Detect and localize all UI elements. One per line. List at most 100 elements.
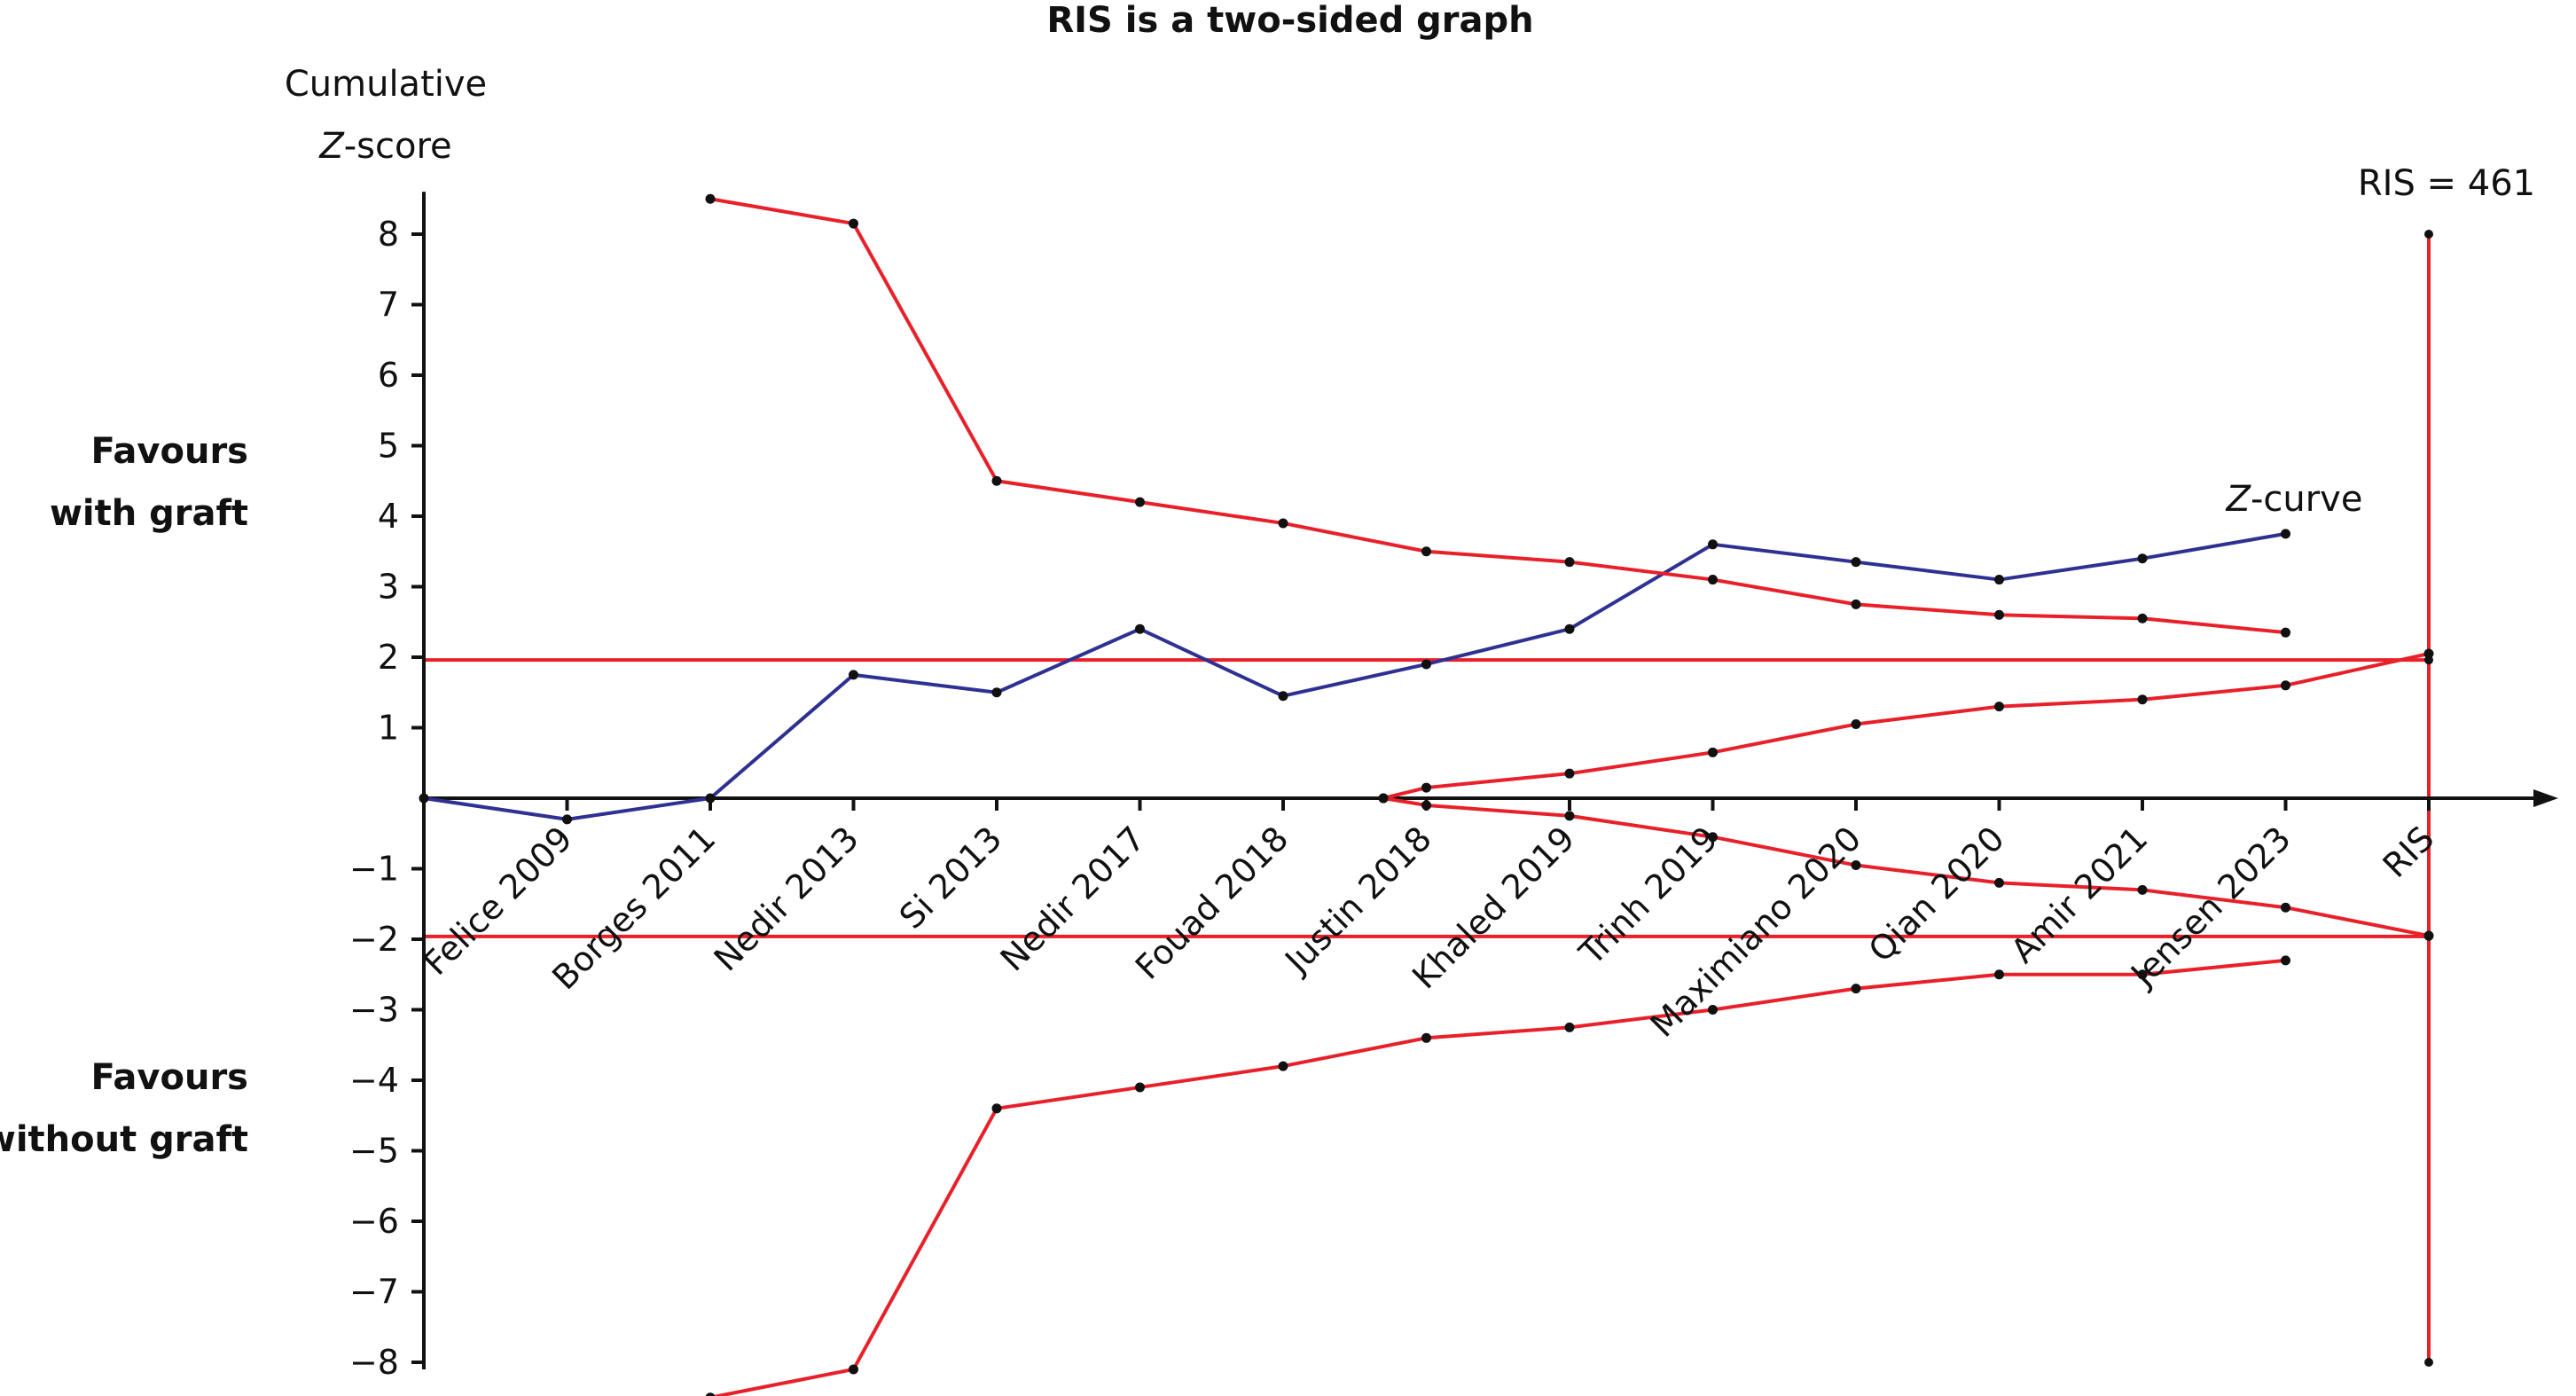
point-lower_monitoring-11 bbox=[2281, 955, 2290, 966]
series-line-upper_futility bbox=[1382, 652, 2430, 800]
y-tick-label-10: −3 bbox=[349, 991, 399, 1030]
point-zcurve-9 bbox=[1708, 539, 1718, 550]
point-lower_futility-3 bbox=[1708, 832, 1718, 843]
series-upper_monitoring bbox=[705, 193, 2290, 638]
favours-without-graft-line2: without graft bbox=[0, 1119, 248, 1160]
point-upper_monitoring-11 bbox=[2281, 627, 2290, 638]
x-tick-label-4: Nedir 2017 bbox=[993, 819, 1153, 978]
point-zcurve-0 bbox=[419, 793, 429, 804]
point-upper_futility-5 bbox=[1994, 702, 2004, 712]
point-zcurve-7 bbox=[1421, 659, 1431, 670]
y-tick-label-9: −2 bbox=[349, 920, 399, 959]
series-lower_monitoring bbox=[705, 955, 2290, 1396]
y-tick-label-6: 2 bbox=[378, 638, 399, 677]
point-upper_monitoring-9 bbox=[1994, 609, 2004, 620]
x-axis-arrowhead bbox=[2533, 789, 2558, 807]
x-tick-label-8: Trinh 2019 bbox=[1571, 819, 1726, 973]
point-zcurve-11 bbox=[1994, 575, 2004, 585]
point-zcurve-10 bbox=[1851, 557, 1861, 568]
point-lower_futility-5 bbox=[1994, 877, 2004, 888]
point-upper_monitoring-3 bbox=[1135, 497, 1145, 507]
point-lower_monitoring-4 bbox=[1278, 1061, 1288, 1071]
y-tick-label-1: 7 bbox=[378, 286, 399, 325]
point-upper_futility-7 bbox=[2281, 680, 2290, 691]
chart-title: RIS is a two-sided graph bbox=[1046, 0, 1533, 41]
favours-without-graft-line1: Favours bbox=[90, 1057, 248, 1098]
y-tick-label-12: −5 bbox=[349, 1132, 399, 1171]
point-upper_monitoring-10 bbox=[2137, 613, 2148, 623]
point-upper_futility-4 bbox=[1851, 719, 1861, 730]
x-tick-label-2: Nedir 2013 bbox=[707, 819, 866, 978]
z-curve-label-z: Z bbox=[2226, 479, 2252, 520]
point-upper_monitoring-5 bbox=[1421, 546, 1431, 557]
point-lower_futility-0 bbox=[1378, 793, 1389, 804]
point-upper_monitoring-1 bbox=[849, 218, 858, 229]
point-lower_futility-7 bbox=[2281, 902, 2290, 913]
point-lower_futility-1 bbox=[1421, 800, 1431, 811]
point-lower_monitoring-10 bbox=[2137, 969, 2148, 980]
favours-with-graft-line1: Favours bbox=[90, 431, 248, 472]
x-tick-label-11: Amir 2021 bbox=[2003, 819, 2155, 970]
x-tick-label-3: Si 2013 bbox=[892, 819, 1010, 937]
ris-line-point-0 bbox=[2424, 230, 2433, 239]
y-tick-label-4: 4 bbox=[378, 497, 399, 536]
point-upper_futility-2 bbox=[1564, 768, 1575, 779]
point-zcurve-6 bbox=[1278, 691, 1288, 702]
ris-annotation: RIS = 461 bbox=[2358, 163, 2535, 204]
point-zcurve-12 bbox=[2137, 553, 2148, 564]
y-axis-label-line2: Z-score bbox=[318, 126, 451, 167]
x-tick-label-10: Qian 2020 bbox=[1861, 819, 2012, 969]
x-tick-label-5: Fouad 2018 bbox=[1128, 819, 1296, 987]
point-upper_monitoring-4 bbox=[1278, 518, 1288, 529]
point-lower_monitoring-0 bbox=[705, 1392, 716, 1396]
series-line-zcurve bbox=[423, 531, 2286, 821]
point-lower_monitoring-8 bbox=[1851, 984, 1861, 994]
y-axis-label-z: Z bbox=[318, 126, 345, 167]
point-upper_futility-1 bbox=[1421, 782, 1431, 793]
series-line-upper_monitoring bbox=[709, 197, 2286, 635]
y-tick-label-8: −1 bbox=[349, 850, 399, 889]
y-tick-label-15: −8 bbox=[349, 1343, 399, 1382]
z-curve-label: Z-curve bbox=[2226, 479, 2363, 520]
point-zcurve-8 bbox=[1564, 623, 1575, 634]
z-curve-label-rest: -curve bbox=[2251, 479, 2363, 520]
point-lower_monitoring-7 bbox=[1708, 1005, 1718, 1015]
series-lower_futility bbox=[1378, 793, 2434, 941]
y-tick-label-3: 5 bbox=[378, 427, 399, 466]
point-upper_monitoring-2 bbox=[991, 475, 1002, 486]
point-upper_monitoring-6 bbox=[1564, 557, 1575, 568]
point-zcurve-13 bbox=[2281, 529, 2290, 539]
y-tick-label-14: −7 bbox=[349, 1273, 399, 1312]
ris-line-point-3 bbox=[2424, 1358, 2433, 1367]
point-lower_futility-6 bbox=[2137, 884, 2148, 895]
y-tick-label-2: 6 bbox=[378, 356, 399, 395]
point-lower_monitoring-1 bbox=[849, 1364, 858, 1375]
y-tick-label-11: −4 bbox=[349, 1061, 399, 1100]
point-lower_futility-4 bbox=[1851, 860, 1861, 871]
y-tick-label-5: 3 bbox=[378, 568, 399, 607]
y-tick-label-0: 8 bbox=[378, 215, 399, 254]
y-axis-label-line1: Cumulative bbox=[285, 64, 487, 105]
point-lower_monitoring-5 bbox=[1421, 1032, 1431, 1043]
point-zcurve-2 bbox=[705, 793, 716, 804]
favours-with-graft-line2: with graft bbox=[50, 493, 248, 534]
point-upper_monitoring-8 bbox=[1851, 599, 1861, 609]
point-zcurve-4 bbox=[991, 687, 1002, 698]
point-upper_futility-6 bbox=[2137, 694, 2148, 705]
series-upper_futility bbox=[1378, 648, 2434, 804]
point-lower_monitoring-3 bbox=[1135, 1082, 1145, 1093]
point-upper_futility-3 bbox=[1708, 747, 1718, 757]
point-upper_monitoring-0 bbox=[705, 193, 716, 204]
x-tick-label-6: Justin 2018 bbox=[1276, 819, 1438, 981]
point-zcurve-1 bbox=[562, 814, 572, 825]
series-line-lower_monitoring bbox=[709, 958, 2286, 1396]
axes-layer bbox=[411, 192, 2558, 1369]
y-axis-label-score: -score bbox=[344, 126, 452, 167]
point-zcurve-5 bbox=[1135, 623, 1145, 634]
point-lower_futility-8 bbox=[2423, 930, 2434, 941]
point-lower_monitoring-9 bbox=[1994, 969, 2004, 980]
x-tick-label-13: RIS bbox=[2376, 819, 2442, 885]
point-lower_monitoring-2 bbox=[991, 1103, 1002, 1114]
series-layer bbox=[419, 193, 2434, 1396]
